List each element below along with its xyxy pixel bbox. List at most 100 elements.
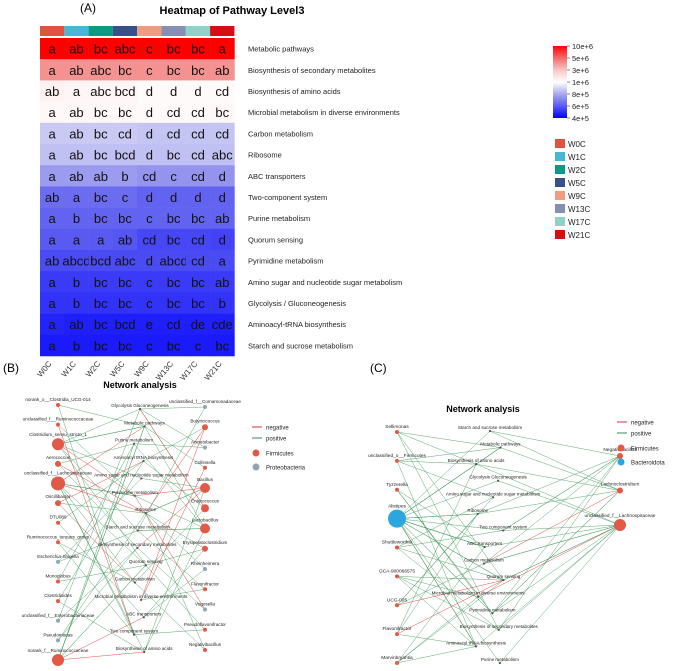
positive-edge <box>57 444 146 566</box>
pathway-node <box>139 598 143 602</box>
negative-edge <box>57 463 146 514</box>
positive-edge <box>499 524 621 664</box>
taxon-label: Pseudomonas <box>43 632 73 637</box>
group-color-W2C <box>88 26 113 36</box>
positive-edge <box>57 547 138 621</box>
cell-letter: de <box>191 317 205 332</box>
positive-edge <box>139 406 206 410</box>
positive-edge <box>57 483 135 635</box>
positive-edge <box>141 478 206 489</box>
positive-edge <box>396 518 504 531</box>
cell-letter: bc <box>94 105 108 120</box>
cell-letter: bc <box>118 275 132 290</box>
cell-letter: bc <box>94 126 108 141</box>
row-label: Microbial metabolism in diverse environm… <box>248 108 400 117</box>
positive-edge <box>492 490 621 614</box>
column-label: W9C <box>133 359 151 379</box>
panel-a: (A) Heatmap of Pathway Level3 a ab bc abc c b… <box>35 1 593 382</box>
cell-letter: bc <box>94 211 108 226</box>
pathway-label: Carbon metabolism <box>464 558 504 563</box>
pathway-node <box>132 442 136 445</box>
cell-letter: ab <box>45 84 59 99</box>
positive-edge <box>143 460 206 509</box>
positive-edge <box>145 548 206 566</box>
network-c-title: Network analysis <box>446 404 520 414</box>
cell-letter: ab <box>69 105 83 120</box>
heatmap-row-labels: Metabolic pathways Biosynthesis of second… <box>248 45 402 351</box>
positive-edge <box>396 563 485 606</box>
cell-letter: a <box>49 105 57 120</box>
heatmap-cell <box>40 144 65 166</box>
cell-letter: b <box>73 211 80 226</box>
positive-edge <box>57 408 141 445</box>
heatmap-cell <box>40 271 65 293</box>
cell-letter: cd <box>191 254 205 269</box>
taxon-label: Enterococcus <box>191 498 220 503</box>
cell-letter: bc <box>167 296 181 311</box>
network-legend: negative positive Firmicutes Bacteroidota <box>617 421 665 467</box>
colorbar-label: 3e+6 <box>572 66 589 75</box>
positive-edge <box>477 490 621 515</box>
taxon-node <box>617 487 623 494</box>
heatmap-cell <box>40 80 65 102</box>
pathway-node <box>136 529 139 532</box>
row-label: Two-component system <box>248 193 327 202</box>
pathway-label: ABC transporters <box>467 541 503 546</box>
taxon-node <box>395 458 399 463</box>
heatmap-cell <box>137 250 162 272</box>
row-label: Starch and sucrose metabolism <box>248 341 353 350</box>
cell-letter: bc <box>215 105 229 120</box>
taxon-node <box>52 654 64 666</box>
cell-letter: a <box>219 254 227 269</box>
heatmap-cell <box>137 228 162 251</box>
heatmap-cell <box>112 334 138 357</box>
positive-edge <box>396 530 504 548</box>
negative-edge <box>57 426 145 484</box>
heatmap-cell <box>88 250 114 272</box>
network-labels: Glycolysis Gluconeogenesis Metabolic path… <box>22 397 242 653</box>
heatmap-cell <box>88 80 114 102</box>
positive-edge <box>475 463 621 526</box>
positive-edge <box>396 464 477 635</box>
heatmap-cell <box>161 207 187 230</box>
legend-label-W5C: W5C <box>568 179 586 188</box>
heatmap-cell <box>64 59 89 81</box>
legend-node-label: Proteobacteria <box>266 466 306 472</box>
heatmap-cell <box>185 292 211 314</box>
heatmap-cell <box>64 207 89 230</box>
cell-letter: ab <box>69 126 83 141</box>
cell-letter: a <box>73 190 81 205</box>
taxon-label: unclassified_f__Ruminococcaceae <box>23 417 94 422</box>
taxon-label: UCG-005 <box>387 597 408 603</box>
cell-letter: bc <box>94 148 108 163</box>
pathway-label: Two component system <box>479 524 527 529</box>
column-label: W0C <box>35 359 53 379</box>
positive-edge <box>396 447 501 519</box>
heatmap-cell <box>210 228 235 251</box>
positive-edge <box>143 427 206 462</box>
cell-letter: a <box>49 42 57 57</box>
taxon-node <box>200 483 210 493</box>
legend-node-label: Bacteroidota <box>631 461 665 467</box>
heatmap-cell <box>185 38 211 60</box>
pathway-label: Starch and sucrose metabolism <box>458 425 523 430</box>
column-label: W5C <box>108 359 126 379</box>
heatmap-title: Heatmap of Pathway Level3 <box>160 5 305 17</box>
cell-letter: c <box>170 169 177 184</box>
row-label: Ribosome <box>248 151 282 160</box>
taxon-label: Erysipelatoclostridium <box>183 540 228 545</box>
row-label: Metabolic pathways <box>248 45 314 54</box>
pathway-node <box>498 661 501 665</box>
negative-edge <box>57 502 136 583</box>
pathway-node <box>474 645 478 648</box>
cell-letter: a <box>49 211 57 226</box>
heatmap-cell <box>185 271 211 293</box>
heatmap-cell <box>88 165 114 187</box>
taxon-label: Lachnoclostridium <box>601 482 640 488</box>
heatmap-cell <box>161 80 187 102</box>
heatmap-cell <box>161 292 187 314</box>
heatmap-cell <box>112 271 138 293</box>
group-color-W0C <box>40 26 65 36</box>
heatmap-cell <box>210 101 235 124</box>
colorbar-label: 5e+6 <box>572 54 589 63</box>
